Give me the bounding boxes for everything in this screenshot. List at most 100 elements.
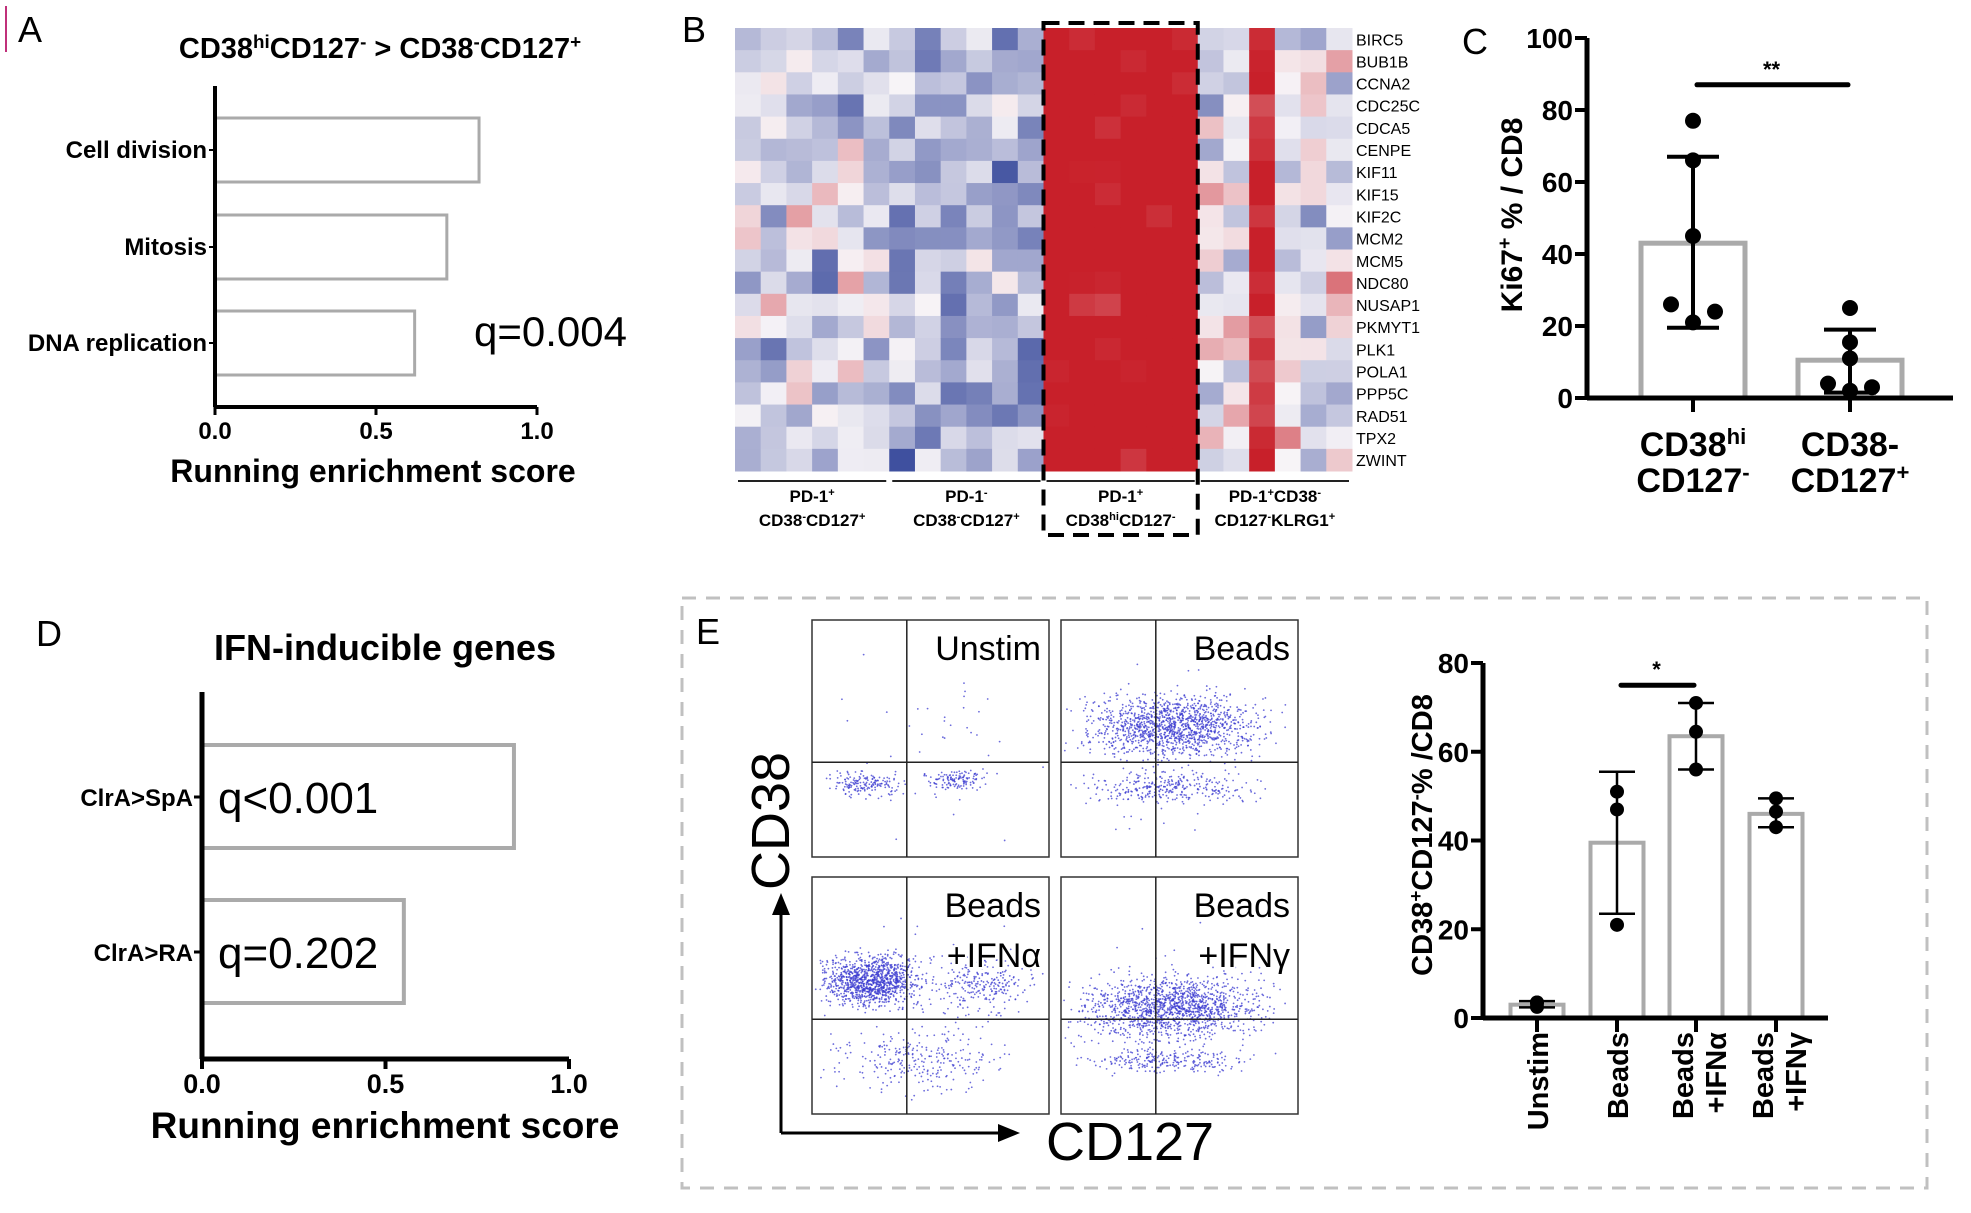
- event-dot: [926, 1089, 929, 1092]
- event-dot: [880, 1088, 883, 1091]
- event-dot: [862, 653, 865, 656]
- event-dot: [924, 978, 927, 981]
- gene-label: RAD51: [1356, 409, 1408, 426]
- event-dot: [868, 979, 871, 982]
- event-dot: [1169, 728, 1172, 731]
- heatmap-cell: [812, 227, 839, 250]
- event-dot: [1178, 751, 1181, 754]
- heatmap-cell: [760, 293, 787, 317]
- event-dot: [1122, 743, 1125, 746]
- event-dot: [1118, 1003, 1121, 1006]
- event-dot: [879, 989, 881, 992]
- event-dot: [1117, 737, 1120, 740]
- event-dot: [1162, 982, 1165, 985]
- event-dot: [859, 996, 861, 999]
- event-dot: [1135, 773, 1138, 776]
- heatmap-cell: [1120, 138, 1147, 162]
- event-dot: [954, 981, 957, 983]
- event-dot: [978, 1007, 981, 1010]
- heatmap-cell: [786, 227, 813, 250]
- heatmap-cell: [760, 183, 787, 206]
- event-dot: [1202, 723, 1205, 726]
- heatmap-cell: [1300, 338, 1327, 361]
- event-dot: [877, 988, 880, 990]
- event-dot: [1241, 786, 1243, 789]
- event-dot: [917, 1058, 920, 1061]
- heatmap-cell: [1197, 28, 1224, 51]
- event-dot: [1194, 1038, 1197, 1041]
- event-dot: [859, 789, 862, 792]
- event-dot: [966, 726, 969, 729]
- heatmap-cell: [863, 28, 890, 51]
- event-dot: [1070, 710, 1073, 712]
- heatmap-cell: [1223, 205, 1250, 228]
- heatmap-cell: [1172, 116, 1199, 140]
- gene-label: MCM2: [1356, 232, 1403, 249]
- heatmap-cell: [914, 94, 942, 118]
- event-dot: [823, 982, 826, 984]
- y-tick-label: 0: [1557, 383, 1573, 414]
- event-dot: [921, 1025, 924, 1028]
- event-dot: [849, 963, 851, 966]
- event-dot: [1269, 731, 1272, 734]
- panel-letter-c: C: [1462, 21, 1488, 62]
- event-dot: [1102, 740, 1105, 743]
- event-dot: [1161, 748, 1164, 751]
- event-dot: [1188, 1008, 1191, 1011]
- event-dot: [1205, 685, 1208, 687]
- heatmap-cell: [760, 249, 787, 273]
- event-dot: [1161, 705, 1163, 708]
- event-dot: [1195, 747, 1198, 750]
- heatmap-cell: [786, 426, 813, 450]
- event-dot: [1216, 736, 1219, 738]
- event-dot: [1189, 992, 1191, 995]
- event-dot: [966, 1006, 969, 1009]
- heatmap-cell: [812, 448, 839, 472]
- event-dot: [1160, 807, 1163, 810]
- event-dot: [1168, 991, 1171, 994]
- heatmap-cell: [1043, 205, 1070, 228]
- event-dot: [929, 1003, 932, 1006]
- event-dot: [1221, 739, 1224, 742]
- event-dot: [867, 979, 869, 982]
- event-dot: [1001, 971, 1004, 973]
- event-dot: [1122, 780, 1124, 782]
- event-dot: [911, 1056, 914, 1059]
- event-dot: [836, 993, 838, 995]
- event-dot: [863, 978, 866, 981]
- event-dot: [855, 951, 858, 954]
- event-dot: [1129, 718, 1132, 720]
- event-dot: [938, 1076, 941, 1079]
- event-dot: [1140, 1041, 1143, 1043]
- event-dot: [859, 777, 862, 779]
- event-dot: [888, 777, 891, 780]
- event-dot: [897, 1032, 900, 1034]
- event-dot: [1178, 731, 1180, 733]
- event-dot: [888, 1061, 890, 1063]
- event-dot: [969, 781, 972, 784]
- event-dot: [951, 779, 954, 781]
- event-dot: [1169, 737, 1172, 740]
- text-span: CD127: [1215, 511, 1268, 530]
- event-dot: [1221, 795, 1224, 798]
- event-dot: [1166, 788, 1168, 791]
- heatmap-cell: [1017, 338, 1044, 361]
- event-dot: [1151, 722, 1154, 724]
- event-dot: [826, 959, 828, 962]
- text-span: PD-1: [945, 487, 984, 506]
- heatmap-cell: [992, 28, 1019, 51]
- heatmap-cell: [1223, 360, 1250, 383]
- text-span: CD127: [1636, 462, 1742, 500]
- event-dot: [964, 1014, 967, 1017]
- heatmap-cell: [940, 116, 967, 140]
- event-dot: [943, 1033, 946, 1036]
- heatmap-cell: [786, 50, 813, 73]
- event-dot: [860, 959, 862, 961]
- event-dot: [1250, 739, 1253, 741]
- event-dot: [1147, 777, 1150, 779]
- event-dot: [1284, 703, 1287, 706]
- event-dot: [1209, 799, 1212, 802]
- event-dot: [999, 1056, 1002, 1059]
- event-dot: [1186, 779, 1188, 781]
- heatmap-cell: [992, 183, 1019, 206]
